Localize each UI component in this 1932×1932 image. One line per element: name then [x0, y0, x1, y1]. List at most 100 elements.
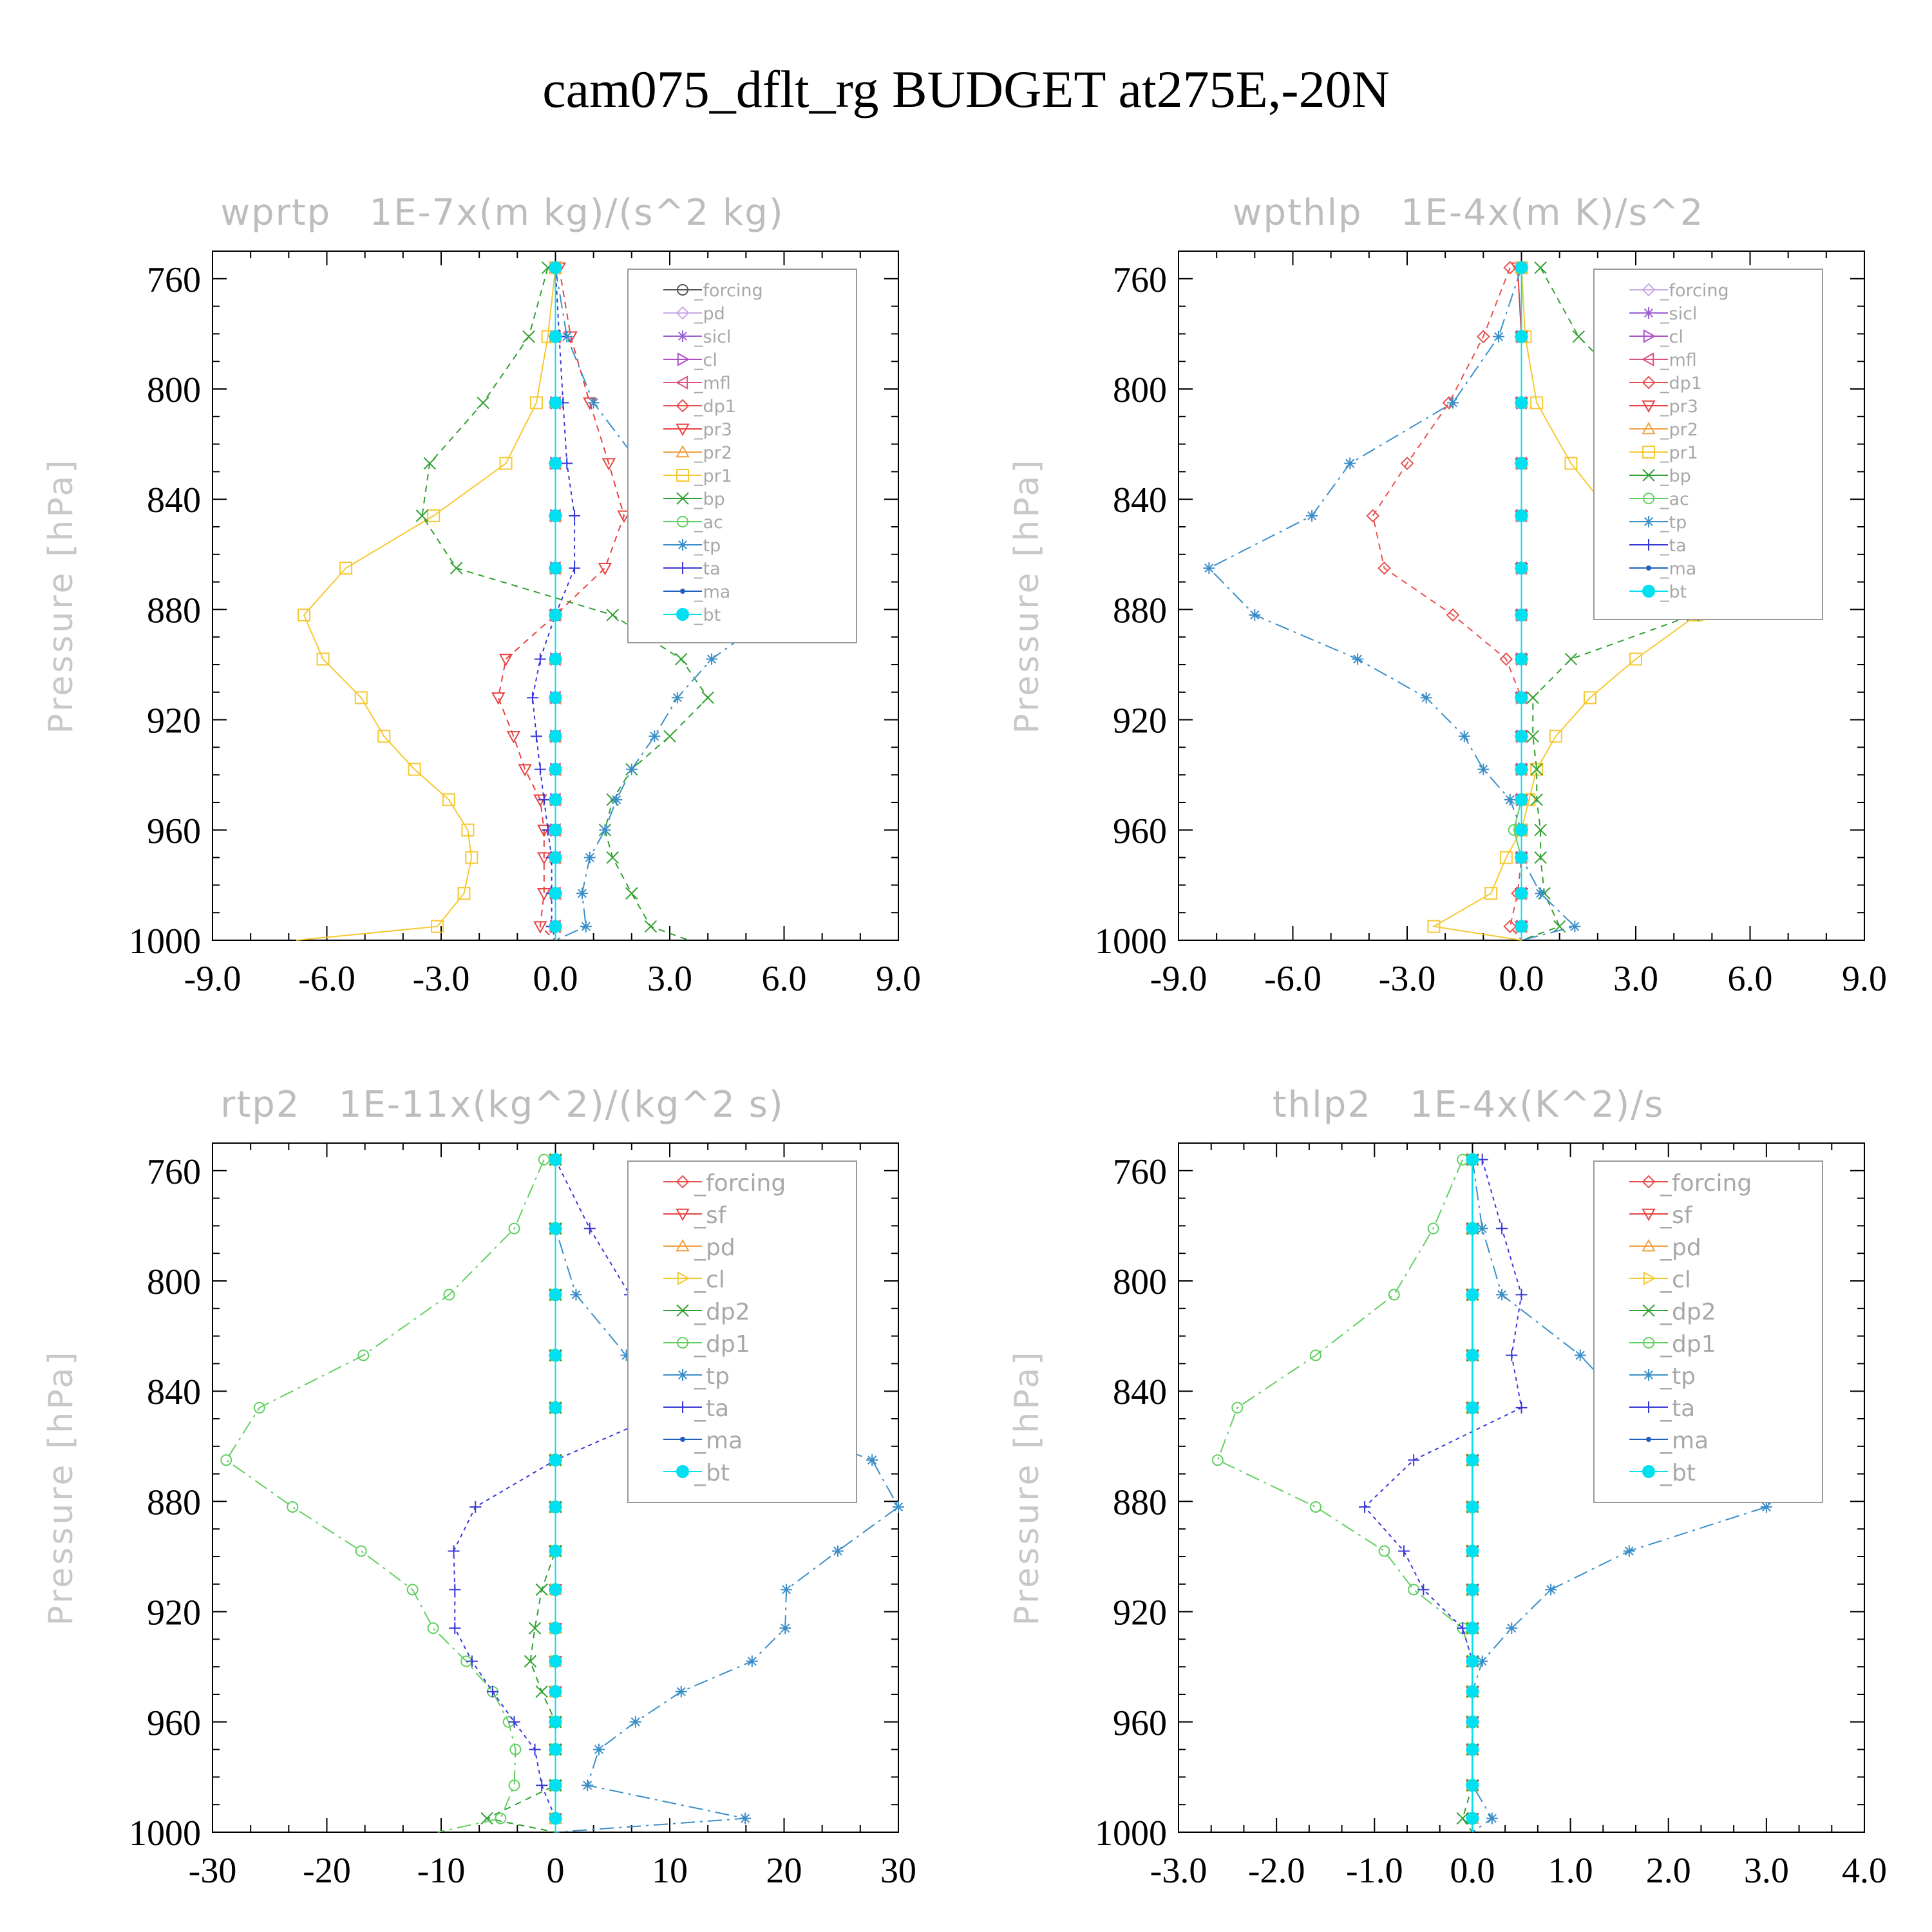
- legend-box: [1593, 1160, 1823, 1503]
- legend-marker: [1642, 400, 1656, 413]
- series-ac: [1508, 261, 1528, 940]
- legend-label: _dp1: [694, 1331, 750, 1358]
- legend-marker: [676, 469, 689, 482]
- data-point: [1366, 509, 1380, 523]
- data-point: [1515, 730, 1528, 743]
- x-tick-label: -9.0: [1150, 959, 1208, 999]
- legend-marker: [676, 1238, 690, 1252]
- legend-label: _dp2: [694, 1299, 750, 1325]
- legend-marker: [677, 1271, 690, 1285]
- legend-marker: [676, 423, 690, 437]
- data-point: [1572, 330, 1585, 343]
- data-point: [549, 1812, 562, 1825]
- panel-rtp2: rtp2 1E-11x(kg^2)/(kg^2 s) -30 -20 -10 0 10 2…: [0, 995, 966, 1897]
- plot-frame: [1178, 1142, 1865, 1833]
- legend-label: _pd: [1660, 1235, 1701, 1261]
- data-point: [746, 1655, 758, 1667]
- data-point: [701, 691, 714, 705]
- legend-label: _sf: [694, 1202, 727, 1229]
- data-point: [1427, 1222, 1439, 1235]
- data-point: [527, 692, 538, 704]
- series-ta: [1359, 1153, 1528, 1832]
- data-point: [1466, 1454, 1479, 1467]
- legend-label: _dp2: [1660, 1299, 1716, 1325]
- data-point: [535, 1685, 548, 1698]
- data-point: [739, 1812, 752, 1824]
- data-point: [1760, 1501, 1772, 1513]
- data-point: [781, 1584, 793, 1596]
- x-tick-label: 1.0: [1548, 1851, 1593, 1891]
- legend-label: _mfl: [694, 374, 731, 393]
- legend-label: _pr1: [694, 466, 732, 486]
- legend-marker: [677, 284, 688, 296]
- data-point: [1466, 1812, 1479, 1825]
- data-point: [611, 793, 623, 806]
- data-point: [1378, 561, 1391, 575]
- series-line: [1372, 267, 1522, 941]
- data-point: [675, 1685, 687, 1698]
- data-point: [499, 457, 513, 470]
- legend-box: [627, 1160, 857, 1503]
- data-point: [570, 1289, 582, 1301]
- data-point: [508, 1779, 520, 1792]
- series-dp1: [1366, 261, 1528, 941]
- legend-label: _tp: [1660, 513, 1687, 533]
- data-point: [442, 793, 455, 806]
- data-point: [1420, 692, 1432, 704]
- series-line: [1217, 1159, 1473, 1832]
- data-point: [1466, 1654, 1479, 1668]
- data-point: [449, 1584, 461, 1596]
- legend-label: _ma: [694, 582, 730, 602]
- data-point: [1427, 920, 1441, 933]
- y-axis-label: Pressure [hPa]: [42, 458, 80, 734]
- legend-marker: [677, 352, 690, 366]
- data-point: [549, 1454, 562, 1467]
- y-axis-label: Pressure [hPa]: [1008, 1350, 1046, 1626]
- series-pr1: [296, 261, 562, 941]
- data-point: [1515, 261, 1528, 274]
- y-tick-label: 920: [1113, 701, 1167, 741]
- y-tick-label: 840: [1113, 1372, 1167, 1412]
- data-point: [1466, 1685, 1479, 1698]
- legend-box: [627, 269, 857, 643]
- data-point: [549, 261, 562, 274]
- legend-marker: [1642, 283, 1656, 297]
- legend-label: _sicl: [694, 327, 731, 347]
- legend-marker: [1642, 1304, 1655, 1317]
- legend-label: _ta: [1660, 536, 1687, 556]
- data-point: [1623, 1545, 1635, 1557]
- data-point: [1447, 397, 1459, 409]
- legend-marker: [677, 1337, 688, 1349]
- legend-marker: [1643, 493, 1654, 504]
- legend-label: _bt: [1660, 582, 1687, 602]
- data-point: [443, 1289, 455, 1301]
- legend-label: _pr3: [1660, 397, 1698, 417]
- legend-marker: [676, 608, 689, 621]
- data-point: [1456, 1812, 1469, 1825]
- data-point: [1344, 457, 1356, 469]
- x-tick-label: 9.0: [1842, 959, 1887, 999]
- x-tick-label: 9.0: [876, 959, 921, 999]
- data-point: [1584, 691, 1596, 705]
- x-tick-label: 2.0: [1646, 1851, 1691, 1891]
- data-point: [1417, 1584, 1430, 1596]
- data-point: [339, 562, 353, 575]
- legend-marker: [680, 589, 685, 594]
- data-point: [569, 509, 581, 522]
- legend-marker: [675, 375, 688, 390]
- data-point: [549, 793, 562, 806]
- data-point: [549, 851, 562, 864]
- data-point: [606, 851, 619, 864]
- data-point: [1466, 1743, 1479, 1756]
- x-tick-label: 30: [880, 1851, 916, 1891]
- data-point: [1466, 1715, 1479, 1728]
- x-tick-label: -10: [417, 1851, 466, 1891]
- data-point: [533, 921, 547, 934]
- x-tick-label: -3.0: [1379, 959, 1436, 999]
- data-point: [549, 1715, 562, 1728]
- data-point: [606, 609, 619, 621]
- data-point: [893, 1501, 904, 1513]
- data-point: [1545, 1584, 1557, 1596]
- data-point: [355, 1545, 367, 1557]
- data-point: [534, 653, 546, 665]
